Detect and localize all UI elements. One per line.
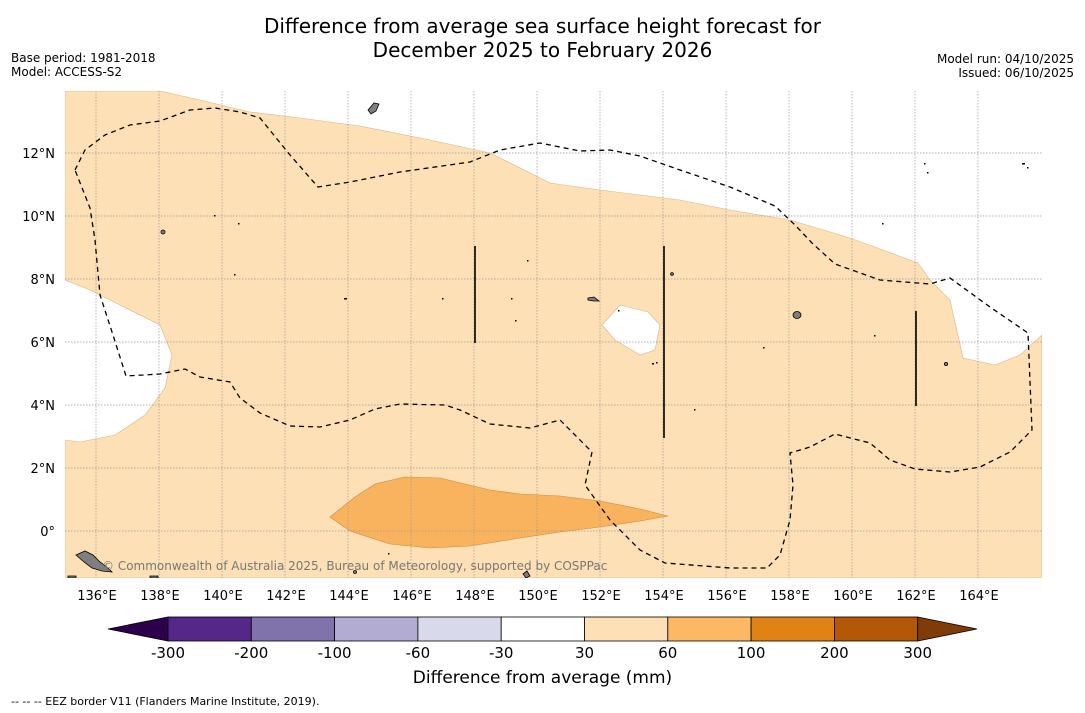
title-line-1: Difference from average sea surface heig… — [263, 14, 822, 38]
lat-label-8n: 8°N — [31, 273, 56, 288]
colorbar-tick: -100 — [318, 644, 352, 662]
lat-axis-labels: 12°N 10°N 8°N 6°N 4°N 2°N 0° — [22, 147, 55, 540]
base-period: Base period: 1981-2018 — [11, 51, 156, 65]
eez-footnote: -- -- -- EEZ border V11 (Flanders Marine… — [11, 695, 320, 708]
lon-label-156e: 156°E — [707, 589, 747, 604]
colorbar-segment — [334, 616, 419, 642]
grid-lines — [65, 91, 1042, 578]
lon-label-142e: 142°E — [266, 589, 306, 604]
island-small-b — [670, 272, 674, 276]
colorbar: -300 -200 -100 -60 -30 30 60 100 200 300 — [107, 616, 978, 662]
island-small-e — [67, 575, 77, 578]
map-plot-area: © Commonwealth of Australia 2025, Bureau… — [65, 91, 1042, 578]
island-small-d — [522, 570, 531, 578]
colorbar-ticks: -300 -200 -100 -60 -30 30 60 100 200 300 — [151, 644, 932, 662]
colorbar-tick: 200 — [820, 644, 849, 662]
issued-date: Issued: 06/10/2025 — [958, 66, 1074, 80]
island-small-a — [160, 229, 166, 235]
colorbar-tick: -200 — [234, 644, 268, 662]
meta-left: Base period: 1981-2018 Model: ACCESS-S2 — [11, 51, 156, 79]
lon-label-164e: 164°E — [959, 589, 999, 604]
colorbar-segment — [500, 616, 585, 642]
colorbar-segment — [584, 616, 669, 642]
colorbar-label: Difference from average (mm) — [412, 668, 673, 688]
colorbar-tick: 30 — [575, 644, 594, 662]
colorbar-segment — [834, 616, 919, 642]
island-north — [367, 102, 380, 115]
island-central — [587, 296, 601, 302]
lon-label-154e: 154°E — [644, 589, 684, 604]
title-line-2: December 2025 to February 2026 — [372, 38, 713, 62]
lon-label-144e: 144°E — [329, 589, 369, 604]
colorbar-extend-low — [107, 616, 169, 642]
lon-label-158e: 158°E — [770, 589, 810, 604]
island-small-c — [944, 361, 949, 366]
colorbar-segment — [250, 616, 336, 642]
colorbar-tick: 60 — [658, 644, 677, 662]
lon-label-140e: 140°E — [203, 589, 243, 604]
lon-label-138e: 138°E — [140, 589, 180, 604]
colorbar-segment — [667, 616, 752, 642]
eez-border — [74, 107, 1033, 569]
attribution-text: © Commonwealth of Australia 2025, Bureau… — [102, 559, 607, 573]
lon-label-146e: 146°E — [392, 589, 432, 604]
colorbar-segment — [750, 616, 835, 642]
model-run: Model run: 04/10/2025 — [936, 52, 1074, 66]
lon-label-152e: 152°E — [581, 589, 621, 604]
colorbar-tick: -300 — [151, 644, 185, 662]
lat-label-6n: 6°N — [31, 336, 56, 351]
colorbar-tick: -30 — [489, 644, 514, 662]
lon-label-136e: 136°E — [77, 589, 117, 604]
island-east — [792, 311, 802, 319]
island-small-g — [353, 570, 357, 574]
colorbar-segment — [417, 616, 502, 642]
atoll-dots — [214, 163, 1029, 555]
colorbar-extend-high — [917, 616, 978, 642]
island-west — [75, 550, 114, 573]
eez-segments — [474, 246, 917, 438]
meta-right: Model run: 04/10/2025 Issued: 06/10/2025 — [937, 52, 1074, 80]
colorbar-tick: 300 — [903, 644, 932, 662]
lon-axis-labels: 136°E 138°E 140°E 142°E 144°E 146°E 148°… — [77, 589, 999, 604]
colorbar-tick: -60 — [406, 644, 431, 662]
colorbar-tick: 100 — [737, 644, 766, 662]
lon-label-160e: 160°E — [833, 589, 873, 604]
model-name: Model: ACCESS-S2 — [11, 65, 123, 79]
lon-label-162e: 162°E — [896, 589, 936, 604]
lat-label-10n: 10°N — [22, 210, 55, 225]
lon-label-148e: 148°E — [455, 589, 495, 604]
lat-label-0: 0° — [40, 525, 55, 540]
colorbar-segment — [167, 616, 252, 642]
anomaly-60-100-region — [329, 476, 669, 549]
land-islands — [67, 102, 949, 578]
lat-label-4n: 4°N — [31, 399, 56, 414]
lat-label-2n: 2°N — [31, 462, 56, 477]
lat-label-12n: 12°N — [22, 147, 55, 162]
island-small-f — [149, 575, 159, 578]
map-title: Difference from average sea surface heig… — [0, 14, 1085, 62]
anomaly-30-60-region — [65, 91, 1042, 578]
lon-label-150e: 150°E — [518, 589, 558, 604]
